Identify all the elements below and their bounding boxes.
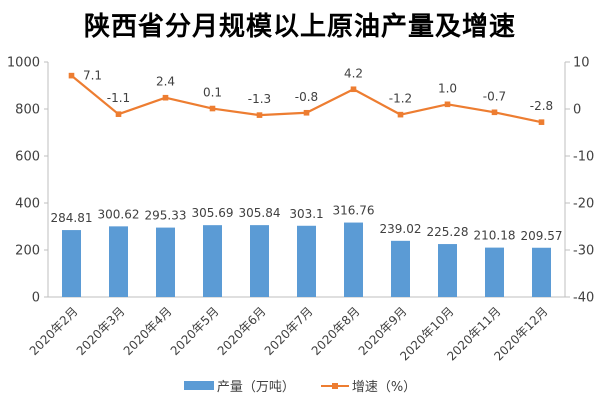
right-axis-tick-label: 10	[573, 56, 590, 71]
bar-series: 284.81 300.62 295.33 305.69 305.84 303.1 316.7…	[51, 204, 563, 297]
bar	[391, 240, 410, 297]
bar-data-label: 316.76	[333, 204, 375, 218]
bar-data-label: 305.69	[192, 206, 234, 220]
bar-data-label: 300.62	[98, 207, 140, 221]
bar	[156, 227, 175, 297]
x-axis-tick-label: 2020年6月	[215, 304, 269, 358]
right-axis-tick-label: -40	[573, 291, 594, 306]
line-marker	[115, 111, 122, 117]
line-marker	[256, 112, 263, 118]
line-data-label: 2.4	[156, 75, 175, 89]
line-data-label: 1.0	[438, 81, 457, 95]
line-data-label: -1.2	[389, 92, 412, 106]
line-data-label: -2.8	[530, 99, 553, 113]
right-axis-tick-label: -20	[573, 197, 594, 212]
left-axis-ticks: 0 200 400 600 800 1000	[7, 56, 48, 306]
bar-series-swatch-icon	[183, 381, 214, 390]
x-axis-tick-label: 2020年8月	[309, 304, 363, 358]
legend-label-growth: 增速（%）	[351, 380, 417, 395]
bar	[438, 244, 457, 297]
line-series-swatch-icon	[320, 381, 349, 390]
x-axis-tick-label: 2020年4月	[121, 304, 175, 358]
line-marker	[350, 86, 357, 93]
line-marker	[209, 105, 216, 112]
line-data-label: -0.8	[295, 90, 318, 104]
line-data-label: 0.1	[203, 86, 222, 100]
bar	[344, 222, 363, 297]
left-axis-tick-label: 400	[15, 197, 40, 212]
x-axis-tick-label: 2020年2月	[27, 304, 81, 358]
line-marker	[162, 94, 169, 101]
right-axis-tick-label: -10	[573, 150, 594, 165]
bar-data-label: 239.02	[380, 222, 422, 236]
x-axis-labels: 2020年2月2020年3月2020年4月2020年5月2020年6月2020年…	[27, 304, 551, 363]
left-axis-tick-label: 800	[15, 103, 40, 118]
right-axis-ticks: -40 -30 -20 -10 0 10	[565, 56, 594, 306]
bar-data-label: 305.84	[239, 206, 281, 220]
chart-title: 陕西省分月规模以上原油产量及增速	[83, 12, 516, 42]
left-axis-tick-label: 0	[32, 291, 40, 306]
left-axis-tick-label: 200	[15, 244, 40, 259]
bar	[532, 247, 551, 297]
bar	[250, 225, 269, 297]
chart-legend: 产量（万吨） 增速（%）	[0, 376, 600, 395]
bar	[109, 226, 128, 297]
bar	[203, 225, 222, 297]
right-axis-tick-label: 0	[573, 103, 581, 118]
line-data-label: -1.1	[107, 91, 130, 105]
line-series: 7.1 -1.1 2.4 0.1 -1.3 -0.8 4.2 -1.2 1.0 -0.7 -2.8	[68, 66, 553, 125]
line-data-label: 4.2	[344, 66, 363, 80]
bar-data-label: 209.57	[521, 229, 563, 243]
bar-data-label: 284.81	[51, 211, 93, 225]
left-axis-tick-label: 1000	[7, 56, 40, 71]
legend-item-growth: 增速（%）	[320, 376, 417, 395]
bar-data-label: 295.33	[145, 209, 187, 223]
line-marker	[491, 109, 498, 116]
bar	[297, 225, 316, 297]
line-marker	[538, 119, 545, 125]
bar-data-label: 303.1	[289, 207, 323, 221]
line-data-label: -0.7	[483, 89, 506, 103]
legend-label-production: 产量（万吨）	[216, 380, 295, 395]
x-axis-tick-label: 2020年3月	[74, 304, 128, 358]
line-marker	[444, 101, 451, 108]
line-marker	[68, 72, 75, 79]
left-axis-tick-label: 600	[15, 150, 40, 165]
x-axis-tick-label: 2020年5月	[168, 304, 222, 358]
line-data-label: -1.3	[248, 92, 271, 106]
right-axis-tick-label: -30	[573, 244, 594, 259]
x-axis-tick-label: 2020年7月	[262, 304, 316, 358]
legend-item-production: 产量（万吨）	[183, 376, 295, 395]
bar	[62, 230, 81, 297]
line-marker	[303, 109, 310, 116]
bar	[485, 247, 504, 297]
line-marker	[397, 111, 404, 118]
bar-data-label: 210.18	[474, 229, 516, 243]
bar-data-label: 225.28	[427, 225, 469, 239]
line-data-label: 7.1	[83, 69, 102, 83]
